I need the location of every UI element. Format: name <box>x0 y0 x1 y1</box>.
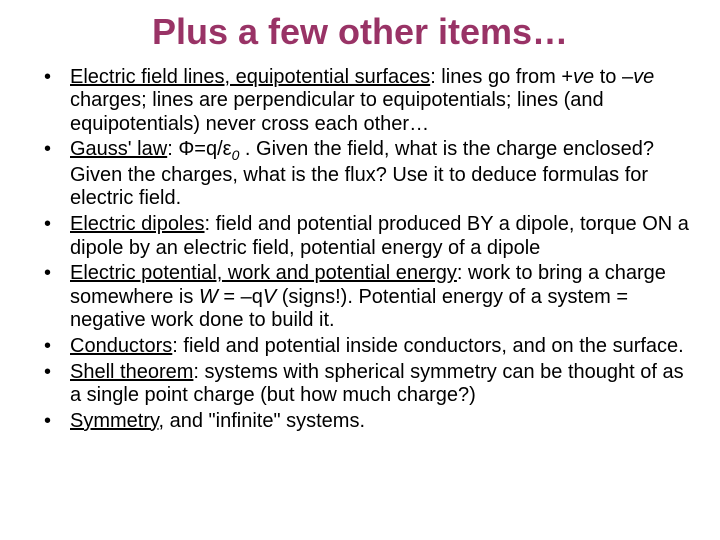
greek-epsilon: ε <box>223 138 232 160</box>
bullet-lead: Gauss' law <box>70 138 167 160</box>
list-item: Conductors: field and potential inside c… <box>64 335 690 359</box>
list-item: Electric field lines, equipotential surf… <box>64 66 690 137</box>
bullet-lead: Electric potential, work and potential e… <box>70 262 457 284</box>
slide: Plus a few other items… Electric field l… <box>0 0 720 540</box>
bullet-text: : lines go from + <box>430 66 573 88</box>
bullet-text: : field and potential inside conductors,… <box>172 335 683 357</box>
bullet-lead: Electric dipoles <box>70 213 205 235</box>
bullet-text: =q/ <box>194 138 222 160</box>
italic-text: ve <box>633 66 654 88</box>
bullet-lead: Shell theorem <box>70 361 193 383</box>
bullet-text: = –q <box>218 286 263 308</box>
italic-text: W <box>199 286 218 308</box>
list-item: Electric potential, work and potential e… <box>64 262 690 333</box>
slide-title: Plus a few other items… <box>30 12 690 52</box>
bullet-text: : <box>167 138 178 160</box>
italic-text: V <box>263 286 276 308</box>
bullet-lead: Conductors <box>70 335 172 357</box>
bullet-lead: Electric field lines, equipotential surf… <box>70 66 430 88</box>
bullet-text: charges; lines are perpendicular to equi… <box>70 89 604 135</box>
greek-phi: Φ <box>178 138 194 160</box>
list-item: Electric dipoles: field and potential pr… <box>64 213 690 260</box>
bullet-list: Electric field lines, equipotential surf… <box>30 66 690 434</box>
bullet-text: to – <box>594 66 633 88</box>
italic-text: ve <box>573 66 594 88</box>
bullet-text: , and "infinite" systems. <box>159 410 366 432</box>
list-item: Gauss' law: Φ=q/ε0 . Given the field, wh… <box>64 138 690 211</box>
list-item: Shell theorem: systems with spherical sy… <box>64 361 690 408</box>
bullet-lead: Symmetry <box>70 410 159 432</box>
list-item: Symmetry, and "infinite" systems. <box>64 410 690 434</box>
